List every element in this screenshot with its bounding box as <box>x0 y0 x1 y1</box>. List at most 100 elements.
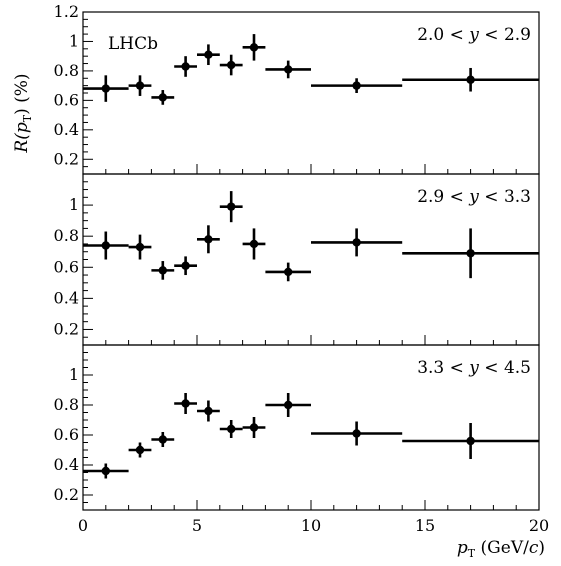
data-point <box>174 256 197 275</box>
data-point <box>243 228 266 259</box>
x-axis-title-unit-close: ) <box>538 538 545 558</box>
data-point <box>265 263 311 282</box>
panel-label-var: y <box>468 187 479 207</box>
panel-label-right: < 4.5 <box>479 358 531 378</box>
marker <box>227 425 235 433</box>
panel-label-right: < 2.9 <box>479 25 531 45</box>
marker <box>159 93 167 101</box>
y-tick-label: 0.8 <box>54 395 79 414</box>
marker <box>159 266 167 274</box>
x-tick-label: 5 <box>192 516 202 535</box>
data-point <box>174 56 197 77</box>
panel-label-var: y <box>468 358 479 378</box>
data-point <box>174 393 197 414</box>
marker <box>181 62 189 70</box>
y-tick-label: 1.2 <box>54 2 79 21</box>
data-point <box>243 34 266 61</box>
marker <box>181 262 189 270</box>
data-point <box>265 393 311 417</box>
data-point <box>151 90 174 105</box>
data-point <box>243 417 266 438</box>
marker <box>159 435 167 443</box>
panels-layer: 0.20.40.60.811.22.0 < y < 2.90.20.40.60.… <box>54 2 539 510</box>
x-axis-title-unit-c: c <box>529 538 539 558</box>
panel-label-right: < 3.3 <box>479 187 531 207</box>
data-point <box>83 464 129 479</box>
panel-label: 2.0 < y < 2.9 <box>417 25 531 45</box>
marker <box>352 429 360 437</box>
data-point <box>129 443 152 458</box>
marker <box>284 65 292 73</box>
data-point <box>129 235 152 260</box>
data-point <box>402 228 539 278</box>
panel-label-left: 2.0 < <box>417 25 469 45</box>
panel-2: 0.2 0.4 0.6 0.8 1 2.9 < y < 3.3 <box>54 174 539 345</box>
data-point <box>220 420 243 438</box>
x-tick-label: 0 <box>78 516 88 535</box>
y-tick-label: 1 <box>69 365 79 384</box>
x-axis: 0 5 10 15 20 <box>78 516 549 535</box>
y-axis-title-close: ) (%) <box>12 73 32 114</box>
panel-label: 3.3 < y < 4.5 <box>417 358 531 378</box>
x-axis-title-unit: (GeV/ <box>475 538 529 558</box>
marker <box>284 268 292 276</box>
y-tick-label: 0.8 <box>54 61 79 80</box>
panel-1: 0.2 0.4 0.6 0.8 1 1.2 2.0 < y < 2.9 <box>54 2 539 174</box>
x-tick-label: 10 <box>301 516 321 535</box>
data-point <box>197 44 220 65</box>
data-point <box>311 78 402 93</box>
y-tick-label: 0.8 <box>54 226 79 245</box>
marker <box>181 399 189 407</box>
marker <box>227 61 235 69</box>
panel-label-left: 3.3 < <box>417 358 469 378</box>
y-tick-label: 0.6 <box>54 425 79 444</box>
marker <box>466 437 474 445</box>
marker <box>227 202 235 210</box>
experiment-label: LHCb <box>108 34 158 54</box>
data-point <box>129 75 152 96</box>
marker <box>250 43 258 51</box>
x-axis-title: pT (GeV/c) <box>457 538 545 560</box>
marker <box>250 240 258 248</box>
y-tick-label: 0.2 <box>54 149 79 168</box>
marker <box>204 407 212 415</box>
data-point <box>151 432 174 447</box>
marker <box>204 235 212 243</box>
panel-label-var: y <box>468 25 479 45</box>
marker <box>352 238 360 246</box>
y-tick-label: 0.6 <box>54 257 79 276</box>
data-point <box>402 68 539 92</box>
marker <box>466 249 474 257</box>
marker <box>102 467 110 475</box>
data-point <box>197 225 220 253</box>
y-tick-label: 0.6 <box>54 90 79 109</box>
data-point <box>402 423 539 459</box>
data-point <box>311 228 402 256</box>
data-point <box>220 191 243 222</box>
y-axis-title-main: R(p <box>12 122 32 153</box>
marker <box>204 51 212 59</box>
y-tick-label: 0.4 <box>54 288 79 307</box>
panel-label-left: 2.9 < <box>417 187 469 207</box>
x-tick-label: 15 <box>415 516 435 535</box>
data-point <box>220 55 243 76</box>
data-point <box>265 61 311 79</box>
y-tick-label: 0.4 <box>54 120 79 139</box>
data-point <box>83 75 129 102</box>
marker <box>284 401 292 409</box>
y-tick-label: 0.2 <box>54 485 79 504</box>
data-point <box>197 401 220 422</box>
panel-label: 2.9 < y < 3.3 <box>417 187 531 207</box>
y-tick-label: 0.4 <box>54 455 79 474</box>
panel-3: 0.2 0.4 0.6 0.8 1 3.3 < y < 4.5 <box>54 345 539 510</box>
marker <box>136 243 144 251</box>
marker <box>466 76 474 84</box>
y-tick-label: 1 <box>69 31 79 50</box>
data-point <box>311 422 402 446</box>
marker <box>102 84 110 92</box>
x-axis-title-main: p <box>457 538 468 558</box>
marker <box>136 81 144 89</box>
y-axis-title: R(pT) (%) <box>12 73 34 153</box>
